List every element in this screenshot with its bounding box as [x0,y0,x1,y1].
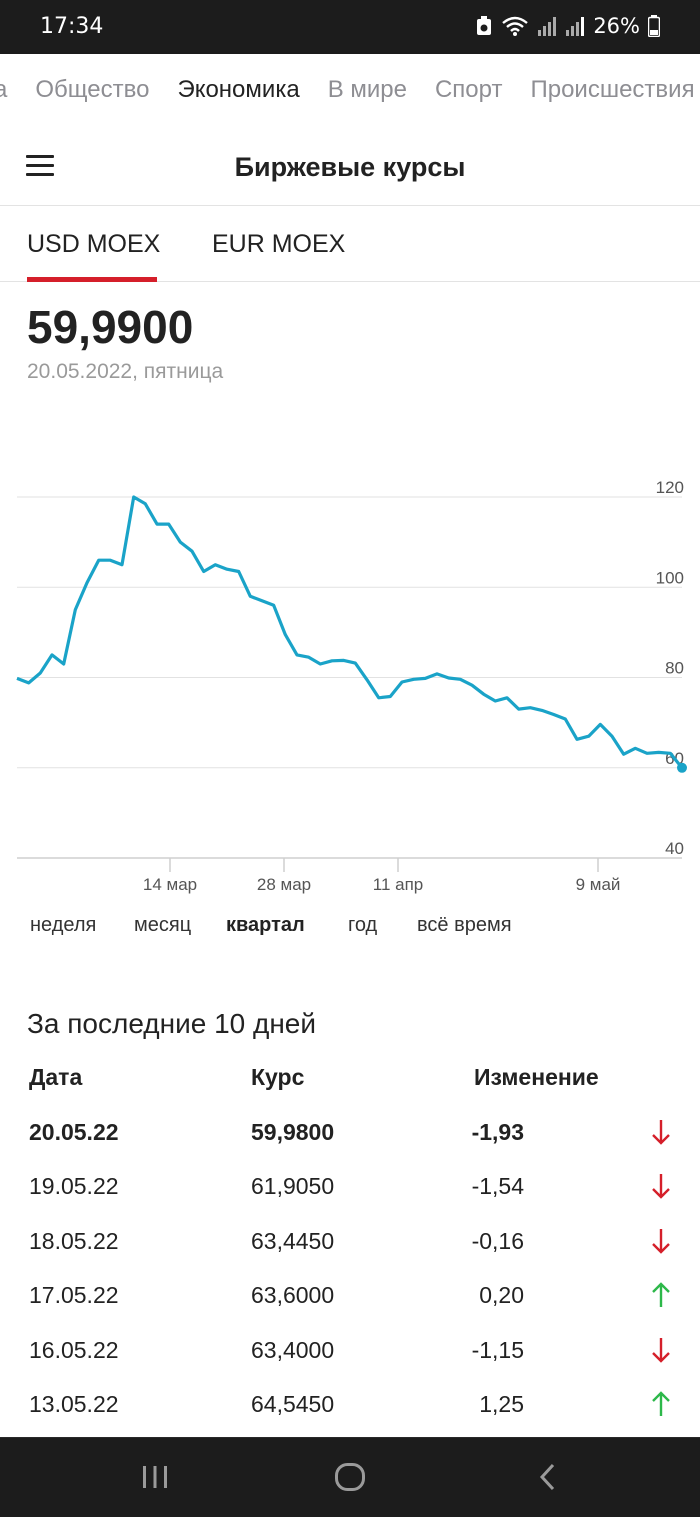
arrow-down-icon [652,1228,670,1254]
row-date: 13.05.22 [29,1391,119,1417]
y-tick-label: 40 [665,839,684,858]
row-rate: 59,9800 [251,1119,335,1145]
period-year[interactable]: год [348,914,378,936]
table-title: За последние 10 дней [27,1008,317,1039]
x-tick-label: 28 мар [257,875,311,894]
arrow-up-icon [652,1391,670,1416]
row-date: 18.05.22 [29,1227,119,1254]
home-icon[interactable] [334,1462,366,1492]
nav-tab-prev[interactable]: ка [0,76,8,103]
row-change: -1,15 [471,1336,524,1363]
battery-icon [648,15,660,37]
wifi-icon [502,16,529,36]
table-row: 20.05.22 59,9800 -1,93 [0,1119,700,1151]
back-icon[interactable] [537,1462,557,1492]
period-all-time[interactable]: всё время [417,914,512,936]
nav-tab-world[interactable]: В мире [327,76,407,103]
row-date: 17.05.22 [29,1282,119,1309]
battery-percent: 26% [593,14,640,38]
recycle-icon [477,16,492,35]
y-tick-label: 80 [665,659,684,678]
x-tick-label: 14 мар [143,875,197,894]
page-title: Биржевые курсы [234,152,466,182]
table-header: Дата Курс Изменение [0,1064,700,1094]
tab-usd-moex[interactable]: USD MOEX [27,230,161,258]
menu-icon[interactable] [26,155,54,177]
section-nav: ка Общество Экономика В мире Спорт Проис… [0,54,700,130]
period-week[interactable]: неделя [30,914,97,936]
row-rate: 63,4450 [251,1227,335,1254]
period-month[interactable]: месяц [134,914,192,936]
nav-tab-sport[interactable]: Спорт [434,76,503,103]
nav-tab-incidents[interactable]: Происшествия [530,76,695,103]
x-tick-label: 11 апр [373,875,424,894]
arrow-down-icon [652,1337,670,1363]
row-rate: 63,4000 [251,1336,335,1363]
table-row: 17.05.22 63,6000 0,20 [0,1282,700,1314]
row-date: 16.05.22 [29,1336,119,1363]
row-change: -1,54 [471,1173,524,1200]
y-tick-label: 100 [656,568,684,587]
header-change: Изменение [474,1064,599,1090]
recent-apps-icon[interactable] [141,1462,169,1492]
currency-tabs: USD MOEX EUR MOEX [0,206,700,282]
status-bar: 17:34 26% [0,0,700,54]
period-quarter[interactable]: квартал [226,914,305,936]
system-nav-bar [0,1437,700,1517]
table-row: 13.05.22 64,5450 1,25 [0,1391,700,1423]
signal-icon [538,17,557,36]
row-date: 20.05.22 [29,1119,119,1145]
current-rate-value: 59,9900 [27,301,194,353]
arrow-up-icon [652,1282,670,1308]
row-change: 1,25 [479,1391,524,1417]
status-time: 17:34 [40,14,104,39]
table-row: 19.05.22 61,9050 -1,54 [0,1173,700,1205]
arrow-down-icon [652,1120,670,1145]
page-header: Биржевые курсы [0,130,700,206]
table-row: 18.05.22 63,4450 -0,16 [0,1228,700,1260]
status-icons: 26% [475,14,660,38]
row-change: -0,16 [471,1227,524,1254]
y-tick-label: 120 [656,478,684,497]
nav-tab-society[interactable]: Общество [35,76,150,103]
active-tab-indicator [27,277,157,282]
row-date: 19.05.22 [29,1173,119,1200]
table-row: 16.05.22 63,4000 -1,15 [0,1337,700,1369]
row-rate: 63,6000 [251,1282,335,1309]
signal-icon-2 [566,17,585,36]
nav-tab-economy[interactable]: Экономика [177,76,300,103]
header-rate: Курс [251,1064,305,1090]
current-rate-date: 20.05.2022, пятница [27,360,224,383]
x-tick-label: 9 май [576,875,621,894]
arrow-down-icon [652,1174,670,1200]
last-point [677,762,687,773]
series-line [16,495,684,769]
header-date: Дата [29,1064,83,1090]
tab-eur-moex[interactable]: EUR MOEX [212,230,346,258]
row-rate: 61,9050 [251,1173,335,1200]
row-change: -1,93 [471,1119,524,1145]
row-change: 0,20 [479,1282,524,1309]
row-rate: 64,5450 [251,1391,335,1417]
